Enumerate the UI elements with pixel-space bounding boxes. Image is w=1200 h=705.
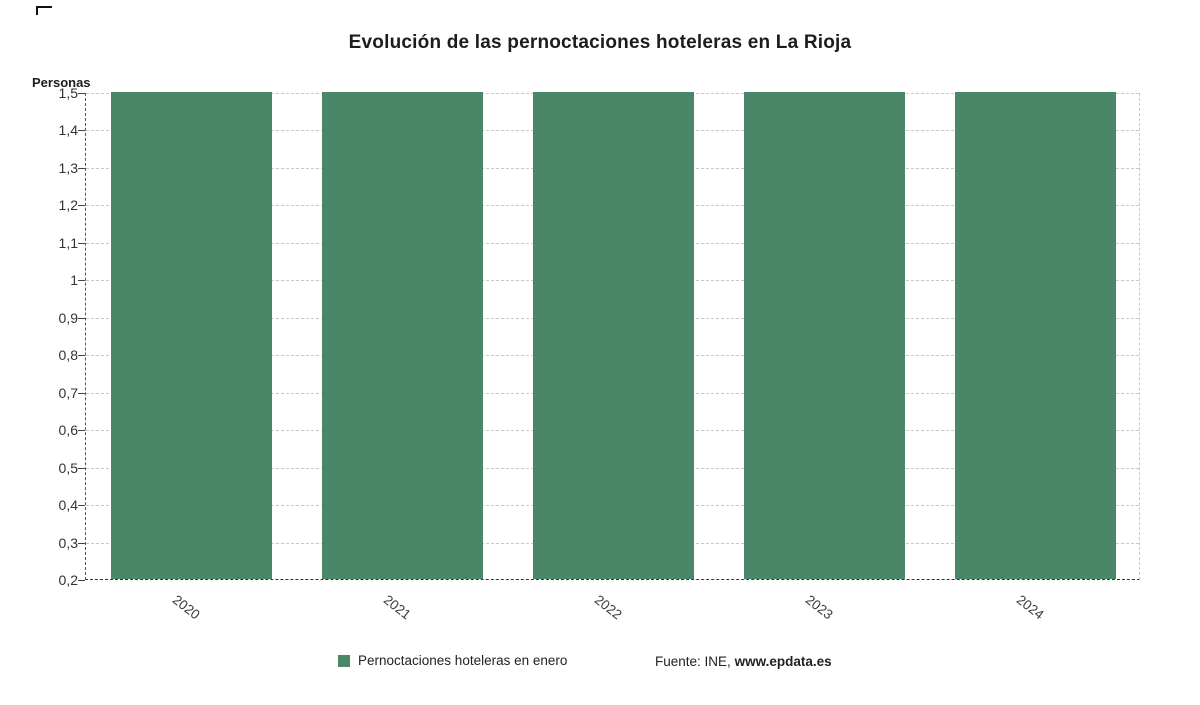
y-tick-label: 0,3: [58, 534, 78, 551]
x-tick-label-2022: 2022: [591, 592, 625, 623]
y-tick-mark: [78, 580, 85, 581]
bar-2024: [955, 92, 1116, 579]
source-text: Fuente: INE, www.epdata.es: [655, 654, 832, 669]
x-tick-label-2023: 2023: [802, 592, 836, 623]
y-tick-mark: [78, 317, 85, 319]
y-tick-mark: [78, 355, 85, 357]
y-tick-label: 1,4: [58, 122, 78, 139]
x-tick-label-2020: 2020: [169, 592, 203, 623]
y-tick-mark: [78, 280, 85, 282]
legend-swatch-icon: [338, 654, 350, 667]
bar-2023: [744, 92, 905, 579]
y-tick-mark: [78, 93, 85, 94]
y-axis-title: Personas: [32, 75, 91, 90]
y-tick-label: 1: [70, 272, 78, 289]
y-tick-label: 0,5: [58, 459, 78, 476]
y-tick-label: 0,8: [58, 347, 78, 364]
y-tick-label: 1,3: [58, 159, 78, 176]
y-tick-mark: [78, 467, 85, 469]
x-tick-label-2021: 2021: [380, 592, 414, 623]
corner-mark: [36, 6, 52, 15]
source-prefix: Fuente: INE,: [655, 654, 731, 669]
bar-2020: [111, 92, 272, 579]
y-tick-mark: [78, 505, 85, 507]
y-tick-mark: [78, 205, 85, 207]
y-tick-mark: [78, 242, 85, 244]
bar-2022: [533, 92, 694, 579]
y-tick-mark: [78, 542, 85, 544]
y-tick-label: 1,1: [58, 234, 78, 251]
y-tick-label: 1,5: [58, 85, 78, 101]
y-tick-label: 0,9: [58, 309, 78, 326]
epdata-link[interactable]: www.epdata.es: [734, 654, 832, 669]
y-tick-label: 0,4: [58, 497, 78, 514]
y-tick-mark: [78, 430, 85, 432]
legend-series-label: Pernoctaciones hoteleras en enero: [358, 653, 568, 668]
chart-title: Evolución de las pernoctaciones hotelera…: [348, 32, 852, 53]
y-tick-label: 0,7: [58, 384, 78, 401]
y-tick-label: 0,2: [58, 572, 78, 588]
y-tick-mark: [78, 167, 85, 169]
legend-row: Pernoctaciones hoteleras en enero Fuente…: [0, 653, 1200, 677]
x-tick-label-2024: 2024: [1013, 592, 1047, 623]
legend-item: Pernoctaciones hoteleras en enero: [338, 653, 567, 668]
bar-2021: [322, 92, 483, 579]
plot-area: [85, 92, 1140, 580]
y-tick-mark: [78, 130, 85, 132]
y-tick-mark: [78, 392, 85, 394]
y-tick-label: 0,6: [58, 422, 78, 439]
y-tick-label: 1,2: [58, 197, 78, 214]
